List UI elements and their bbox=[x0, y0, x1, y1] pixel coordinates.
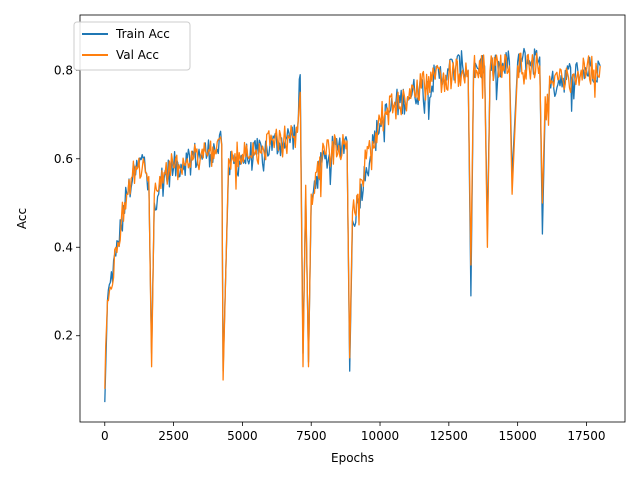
series-line-val-acc bbox=[104, 52, 601, 389]
x-axis-ticks: 0 2500 5000 7500 10000 12500 15000 17500 bbox=[101, 422, 606, 443]
x-tick-label: 10000 bbox=[361, 429, 399, 443]
legend-label: Train Acc bbox=[115, 27, 170, 41]
x-tick-label: 15000 bbox=[499, 429, 537, 443]
y-axis-ticks: 0.2 0.4 0.6 0.8 bbox=[54, 63, 80, 343]
plot-area bbox=[79, 14, 626, 423]
legend: Train Acc Val Acc bbox=[73, 21, 191, 71]
legend-label: Val Acc bbox=[116, 48, 159, 62]
axes-frame bbox=[79, 14, 626, 423]
x-tick-label: 0 bbox=[101, 429, 109, 443]
y-tick-label: 0.8 bbox=[54, 63, 73, 77]
x-tick-label: 2500 bbox=[158, 429, 189, 443]
y-tick-label: 0.6 bbox=[54, 152, 73, 166]
x-tick-label: 12500 bbox=[430, 429, 468, 443]
series-layer bbox=[104, 47, 601, 403]
x-tick-label: 7500 bbox=[296, 429, 327, 443]
x-axis-label: Epochs bbox=[331, 451, 374, 465]
x-tick-label: 5000 bbox=[227, 429, 258, 443]
y-tick-label: 0.2 bbox=[54, 329, 73, 343]
y-tick-label: 0.4 bbox=[54, 240, 73, 254]
x-tick-label: 17500 bbox=[567, 429, 605, 443]
y-axis-label: Acc bbox=[15, 208, 29, 229]
